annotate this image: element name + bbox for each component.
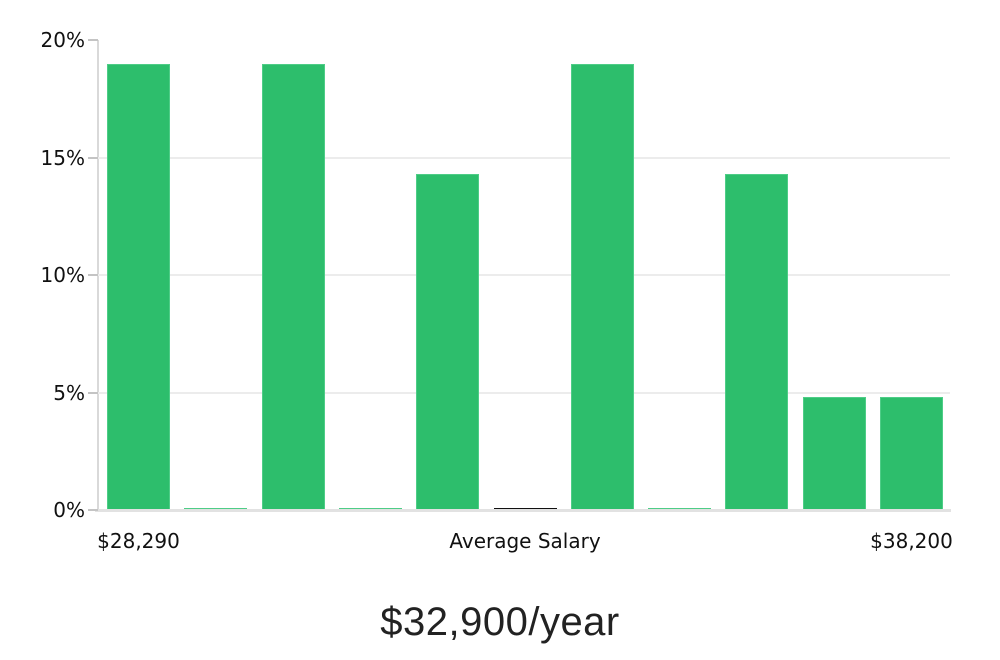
y-axis-label: 10% — [40, 263, 85, 287]
y-axis-label: 5% — [53, 380, 85, 405]
histogram-bar — [570, 63, 634, 510]
y-axis-label: 20% — [40, 28, 85, 52]
average-salary-marker-bar — [493, 507, 557, 510]
histogram-bar — [107, 63, 170, 510]
y-axis-label: 0% — [53, 498, 85, 522]
y-axis-tick — [88, 39, 98, 41]
average-salary-per-year-title: $32,900/year — [380, 600, 620, 644]
y-axis-tick — [88, 509, 98, 511]
histogram-bar — [880, 397, 943, 510]
y-axis-tick — [88, 274, 98, 276]
histogram-bar — [416, 173, 480, 510]
gridline-10% — [98, 274, 950, 276]
y-axis-label: 15% — [40, 145, 85, 170]
x-axis: $28,290 Average Salary $38,200 — [97, 528, 953, 558]
x-axis-label: Average Salary — [449, 529, 601, 553]
y-axis-tick — [88, 391, 98, 394]
histogram-bar — [725, 173, 789, 510]
x-axis-label: $28,290 — [97, 529, 180, 553]
x-axis-label: $38,200 — [870, 529, 953, 553]
histogram-bar — [802, 397, 866, 510]
y-axis: 0% 5% 10% 15% 20% — [0, 28, 98, 522]
plot-area — [98, 40, 950, 510]
gridline-5% — [98, 391, 950, 394]
gridline-15% — [98, 156, 950, 159]
x-axis-line — [95, 509, 951, 512]
histogram-bar — [261, 63, 325, 510]
y-axis-tick — [88, 156, 98, 159]
